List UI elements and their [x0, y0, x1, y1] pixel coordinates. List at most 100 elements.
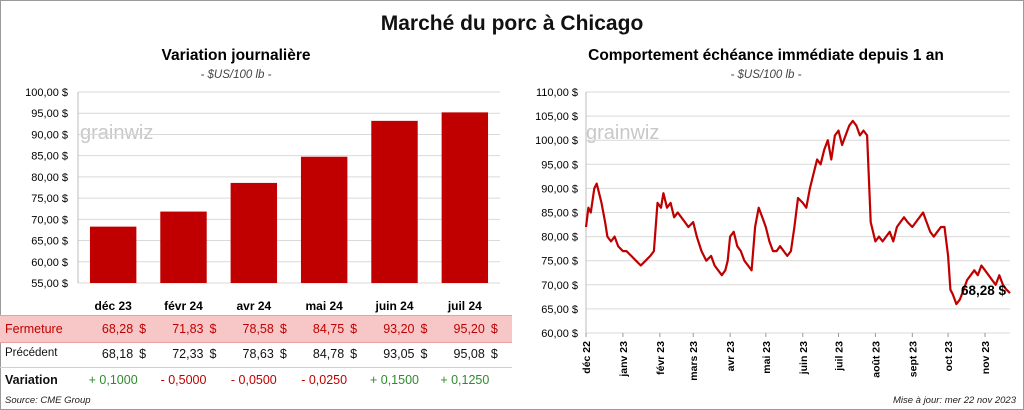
table-cell: 93,20 [383, 322, 415, 336]
table-cell: 84,78 [312, 347, 345, 361]
line-chart-series [584, 119, 1011, 306]
bar-chart: Variation journalière - $US/100 lb - gra… [25, 47, 500, 313]
table-cell: + 0,1250 [440, 373, 490, 387]
bar-y-tick-label: 75,00 $ [31, 193, 68, 205]
bar-x-tick-label: juil 24 [447, 299, 482, 313]
table-cell: 84,75 [312, 322, 345, 336]
bar-chart-grid [77, 91, 500, 284]
line-y-tick-label: 75,00 $ [541, 256, 578, 268]
line-x-tick-label: janv 23 [618, 341, 630, 378]
line-x-tick-label: juin 23 [798, 341, 810, 375]
table-cell: + 0,1500 [369, 373, 419, 387]
bar-y-tick-label: 85,00 $ [31, 151, 68, 163]
row-label-fermeture: Fermeture [5, 322, 63, 336]
bar-chart-subtitle: - $US/100 lb - [201, 69, 272, 81]
table-cell-unit: $ [279, 347, 287, 361]
table-cell: 71,83 [172, 322, 204, 336]
bar [230, 182, 278, 283]
table-cell: + 0,1000 [88, 373, 138, 387]
line-y-tick-label: 105,00 $ [535, 111, 578, 123]
line-y-tick-label: 65,00 $ [541, 304, 578, 316]
bar-chart-title: Variation journalière [161, 47, 310, 64]
bar-y-tick-label: 100,00 $ [25, 87, 68, 99]
bar-chart-x-axis: déc 23 févr 24 avr 24 mai 24 juin 24 juil 24 [94, 299, 482, 313]
line-x-tick-label: mai 23 [761, 341, 773, 374]
table-cell-unit: $ [420, 347, 428, 361]
bar-y-tick-label: 70,00 $ [31, 214, 68, 226]
line-chart-x-axis: déc 22 janv 23 févr 23 mars 23 avr 23 mai 23 j… [581, 333, 992, 381]
table-cell: - 0,0250 [301, 373, 348, 387]
line-x-tick-label: déc 22 [581, 341, 593, 374]
table-cell: 78,58 [242, 322, 274, 336]
bar-y-tick-label: 95,00 $ [31, 108, 68, 120]
table-cell: 93,05 [383, 347, 415, 361]
bar-x-tick-label: juin 24 [374, 299, 413, 313]
line-y-tick-label: 70,00 $ [541, 280, 578, 292]
table-cell-unit: $ [209, 347, 217, 361]
bar-y-tick-label: 65,00 $ [31, 236, 68, 248]
line-y-tick-label: 100,00 $ [535, 135, 578, 147]
line-x-tick-label: août 23 [870, 341, 882, 378]
source-note: Source: CME Group [5, 395, 91, 406]
bar [160, 211, 207, 283]
line-chart-y-axis: 60,00 $ 65,00 $ 70,00 $ 75,00 $ 80,00 $ 85,00… [535, 87, 578, 340]
bar-y-tick-label: 80,00 $ [31, 172, 68, 184]
line-chart-last-value: 68,28 $ [961, 283, 1007, 298]
line-x-tick-label: mars 23 [688, 341, 700, 381]
bar [441, 112, 489, 283]
table-cell-unit: $ [420, 322, 428, 336]
bar-y-tick-label: 60,00 $ [31, 257, 68, 269]
line-chart-title: Comportement échéance immédiate depuis 1… [588, 47, 944, 64]
table-cell: 72,33 [172, 347, 204, 361]
line-y-tick-label: 60,00 $ [541, 328, 578, 340]
line-y-tick-label: 85,00 $ [541, 208, 578, 220]
table-cell-unit: $ [209, 322, 217, 336]
table-cell: 68,18 [101, 347, 134, 361]
line-x-tick-label: avr 23 [725, 341, 737, 372]
bar-chart-bars [89, 112, 489, 284]
table-row-fermeture: Fermeture 68,28 $71,83 $78,58 $84,75 $93,20 $… [0, 315, 512, 343]
bar-y-tick-label: 55,00 $ [31, 278, 68, 290]
bar [371, 120, 418, 284]
bar-x-tick-label: avr 24 [236, 299, 271, 313]
table-cell: - 0,0500 [230, 373, 277, 387]
line-x-tick-label: oct 23 [943, 341, 955, 372]
row-label-variation: Variation [5, 373, 58, 387]
table-cell-unit: $ [139, 322, 147, 336]
line-chart: Comportement échéance immédiate depuis 1… [535, 47, 1011, 381]
bar-x-tick-label: mai 24 [305, 299, 343, 313]
line-y-tick-label: 80,00 $ [541, 232, 578, 244]
bar-y-tick-label: 90,00 $ [31, 129, 68, 141]
line-x-tick-label: sept 23 [907, 341, 919, 377]
row-label-precedent: Précédent [5, 347, 58, 359]
table-cell-unit: $ [139, 347, 147, 361]
main-title: Marché du porc à Chicago [380, 12, 644, 35]
line-x-tick-label: févr 23 [655, 341, 667, 375]
table-cell: 95,20 [453, 322, 485, 336]
line-y-tick-label: 90,00 $ [541, 183, 578, 195]
table-row-variation: Variation + 0,1000 - 0,5000 - 0,0500 - 0,02… [0, 367, 512, 393]
line-x-tick-label: juil 23 [833, 341, 845, 372]
line-chart-subtitle: - $US/100 lb - [731, 69, 802, 81]
line-chart-watermark: grainwiz [586, 122, 659, 144]
table-row-precedent: Précédent 68,18 $72,33 $78,63 $84,78 $93,05 $… [0, 341, 512, 368]
table-cell-unit: $ [490, 347, 498, 361]
table-cell: 95,08 [453, 347, 485, 361]
table-cell-unit: $ [279, 322, 287, 336]
line-y-tick-label: 110,00 $ [536, 87, 578, 99]
bar [89, 226, 137, 283]
table-cell: - 0,5000 [160, 373, 207, 387]
table-cell: 68,28 [101, 322, 134, 336]
table-cell: 78,63 [242, 347, 274, 361]
bar [300, 156, 348, 283]
table-cell-unit: $ [350, 347, 358, 361]
bar-x-tick-label: déc 23 [94, 299, 132, 313]
update-note: Mise à jour: mer 22 nov 2023 [892, 395, 1016, 406]
bar-x-tick-label: févr 24 [164, 299, 203, 313]
bar-chart-y-axis: 55,00 $ 60,00 $ 65,00 $ 70,00 $ 75,00 $ 80,00… [25, 87, 68, 290]
line-x-tick-label: nov 23 [980, 341, 992, 374]
table-cell-unit: $ [350, 322, 358, 336]
line-chart-grid [585, 91, 1010, 334]
table-cell-unit: $ [490, 322, 498, 336]
bar-chart-watermark: grainwiz [80, 122, 153, 144]
